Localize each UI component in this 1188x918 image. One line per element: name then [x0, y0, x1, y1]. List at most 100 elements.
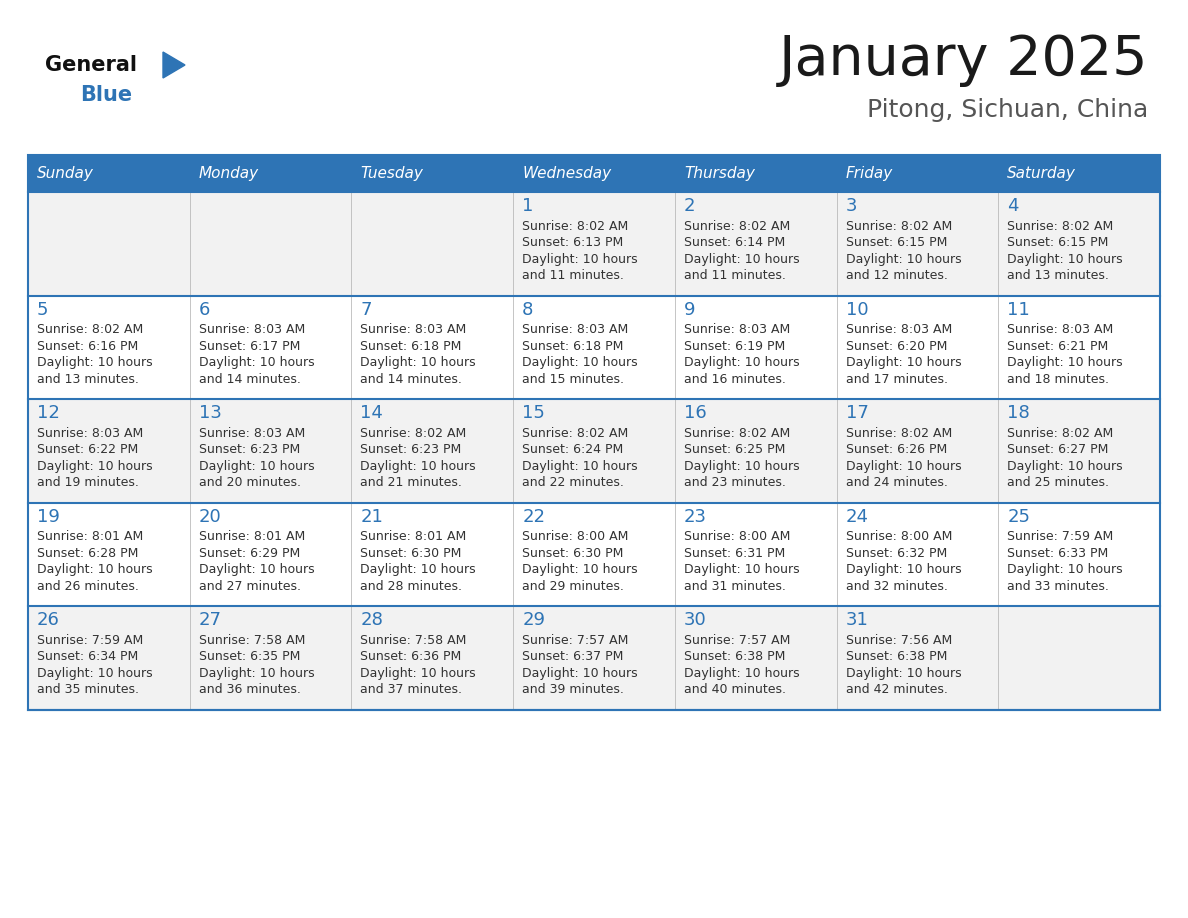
Text: Sunrise: 7:56 AM: Sunrise: 7:56 AM — [846, 634, 952, 647]
Text: Sunrise: 7:57 AM: Sunrise: 7:57 AM — [523, 634, 628, 647]
Text: 15: 15 — [523, 404, 545, 422]
Text: Sunset: 6:27 PM: Sunset: 6:27 PM — [1007, 443, 1108, 456]
Text: Daylight: 10 hours: Daylight: 10 hours — [523, 252, 638, 265]
Text: Sunset: 6:33 PM: Sunset: 6:33 PM — [1007, 547, 1108, 560]
Bar — [29, 192, 1159, 296]
Text: 26: 26 — [37, 611, 59, 630]
Text: 9: 9 — [684, 300, 695, 319]
Text: Daylight: 10 hours: Daylight: 10 hours — [846, 356, 961, 369]
Text: Daylight: 10 hours: Daylight: 10 hours — [360, 460, 476, 473]
Text: and 15 minutes.: and 15 minutes. — [523, 373, 624, 386]
Text: Sunrise: 7:57 AM: Sunrise: 7:57 AM — [684, 634, 790, 647]
Text: Daylight: 10 hours: Daylight: 10 hours — [523, 460, 638, 473]
Text: and 21 minutes.: and 21 minutes. — [360, 476, 462, 489]
Text: Wednesday: Wednesday — [523, 166, 612, 181]
Text: Pitong, Sichuan, China: Pitong, Sichuan, China — [867, 98, 1148, 122]
Text: Daylight: 10 hours: Daylight: 10 hours — [37, 460, 152, 473]
Text: Sunset: 6:38 PM: Sunset: 6:38 PM — [846, 650, 947, 664]
Text: Sunset: 6:23 PM: Sunset: 6:23 PM — [198, 443, 299, 456]
Bar — [29, 155, 1159, 192]
Text: Sunset: 6:24 PM: Sunset: 6:24 PM — [523, 443, 624, 456]
Text: Sunset: 6:20 PM: Sunset: 6:20 PM — [846, 340, 947, 353]
Text: Sunrise: 8:02 AM: Sunrise: 8:02 AM — [360, 427, 467, 440]
Text: Sunrise: 8:03 AM: Sunrise: 8:03 AM — [846, 323, 952, 336]
Text: Sunset: 6:19 PM: Sunset: 6:19 PM — [684, 340, 785, 353]
Text: Sunset: 6:13 PM: Sunset: 6:13 PM — [523, 236, 624, 249]
Text: 1: 1 — [523, 197, 533, 215]
Text: Sunrise: 8:02 AM: Sunrise: 8:02 AM — [1007, 427, 1113, 440]
Text: Sunrise: 8:01 AM: Sunrise: 8:01 AM — [360, 531, 467, 543]
Text: 3: 3 — [846, 197, 857, 215]
Text: Sunrise: 8:01 AM: Sunrise: 8:01 AM — [198, 531, 305, 543]
Text: 10: 10 — [846, 300, 868, 319]
Text: Daylight: 10 hours: Daylight: 10 hours — [846, 564, 961, 577]
Text: Sunrise: 8:03 AM: Sunrise: 8:03 AM — [198, 323, 305, 336]
Text: Sunset: 6:21 PM: Sunset: 6:21 PM — [1007, 340, 1108, 353]
Text: and 19 minutes.: and 19 minutes. — [37, 476, 139, 489]
Text: Sunset: 6:18 PM: Sunset: 6:18 PM — [523, 340, 624, 353]
Bar — [29, 296, 1159, 399]
Text: and 13 minutes.: and 13 minutes. — [1007, 269, 1110, 282]
Text: 6: 6 — [198, 300, 210, 319]
Text: 18: 18 — [1007, 404, 1030, 422]
Text: Sunrise: 8:03 AM: Sunrise: 8:03 AM — [198, 427, 305, 440]
Text: 19: 19 — [37, 508, 59, 526]
Text: Sunset: 6:38 PM: Sunset: 6:38 PM — [684, 650, 785, 664]
Text: Sunset: 6:36 PM: Sunset: 6:36 PM — [360, 650, 462, 664]
Text: 22: 22 — [523, 508, 545, 526]
Text: 13: 13 — [198, 404, 222, 422]
Text: Daylight: 10 hours: Daylight: 10 hours — [684, 252, 800, 265]
Text: Sunrise: 7:58 AM: Sunrise: 7:58 AM — [198, 634, 305, 647]
Text: and 22 minutes.: and 22 minutes. — [523, 476, 624, 489]
Text: Daylight: 10 hours: Daylight: 10 hours — [37, 666, 152, 680]
Text: Daylight: 10 hours: Daylight: 10 hours — [523, 666, 638, 680]
Text: Daylight: 10 hours: Daylight: 10 hours — [198, 564, 315, 577]
Text: Sunset: 6:16 PM: Sunset: 6:16 PM — [37, 340, 138, 353]
Text: Sunrise: 8:03 AM: Sunrise: 8:03 AM — [684, 323, 790, 336]
Text: Sunrise: 8:03 AM: Sunrise: 8:03 AM — [360, 323, 467, 336]
Text: Daylight: 10 hours: Daylight: 10 hours — [846, 666, 961, 680]
Text: and 42 minutes.: and 42 minutes. — [846, 683, 948, 697]
Text: and 13 minutes.: and 13 minutes. — [37, 373, 139, 386]
Text: 4: 4 — [1007, 197, 1019, 215]
Text: 12: 12 — [37, 404, 59, 422]
Text: Sunrise: 8:03 AM: Sunrise: 8:03 AM — [1007, 323, 1113, 336]
Text: and 27 minutes.: and 27 minutes. — [198, 580, 301, 593]
Text: Daylight: 10 hours: Daylight: 10 hours — [1007, 356, 1123, 369]
Text: Sunset: 6:14 PM: Sunset: 6:14 PM — [684, 236, 785, 249]
Text: 21: 21 — [360, 508, 384, 526]
Text: Sunset: 6:26 PM: Sunset: 6:26 PM — [846, 443, 947, 456]
Text: and 28 minutes.: and 28 minutes. — [360, 580, 462, 593]
Text: Sunrise: 8:00 AM: Sunrise: 8:00 AM — [523, 531, 628, 543]
Text: and 39 minutes.: and 39 minutes. — [523, 683, 624, 697]
Text: Sunrise: 8:02 AM: Sunrise: 8:02 AM — [684, 427, 790, 440]
Text: 11: 11 — [1007, 300, 1030, 319]
Text: 7: 7 — [360, 300, 372, 319]
Text: 31: 31 — [846, 611, 868, 630]
Text: and 18 minutes.: and 18 minutes. — [1007, 373, 1110, 386]
Text: 24: 24 — [846, 508, 868, 526]
Text: 27: 27 — [198, 611, 222, 630]
Text: 2: 2 — [684, 197, 695, 215]
Text: Daylight: 10 hours: Daylight: 10 hours — [523, 564, 638, 577]
Text: 8: 8 — [523, 300, 533, 319]
Text: Daylight: 10 hours: Daylight: 10 hours — [1007, 564, 1123, 577]
Text: Daylight: 10 hours: Daylight: 10 hours — [198, 356, 315, 369]
Text: Sunset: 6:17 PM: Sunset: 6:17 PM — [198, 340, 301, 353]
Text: and 32 minutes.: and 32 minutes. — [846, 580, 948, 593]
Text: Sunrise: 8:02 AM: Sunrise: 8:02 AM — [523, 219, 628, 232]
Text: 17: 17 — [846, 404, 868, 422]
Text: Sunset: 6:37 PM: Sunset: 6:37 PM — [523, 650, 624, 664]
Text: Sunset: 6:18 PM: Sunset: 6:18 PM — [360, 340, 462, 353]
Text: Friday: Friday — [846, 166, 893, 181]
Text: Tuesday: Tuesday — [360, 166, 423, 181]
Text: and 33 minutes.: and 33 minutes. — [1007, 580, 1110, 593]
Text: 14: 14 — [360, 404, 384, 422]
Text: Sunrise: 8:02 AM: Sunrise: 8:02 AM — [37, 323, 144, 336]
Text: Daylight: 10 hours: Daylight: 10 hours — [684, 460, 800, 473]
Text: Sunrise: 8:02 AM: Sunrise: 8:02 AM — [846, 219, 952, 232]
Text: Sunset: 6:15 PM: Sunset: 6:15 PM — [1007, 236, 1108, 249]
Text: and 24 minutes.: and 24 minutes. — [846, 476, 948, 489]
Text: Sunrise: 7:58 AM: Sunrise: 7:58 AM — [360, 634, 467, 647]
Text: 25: 25 — [1007, 508, 1030, 526]
